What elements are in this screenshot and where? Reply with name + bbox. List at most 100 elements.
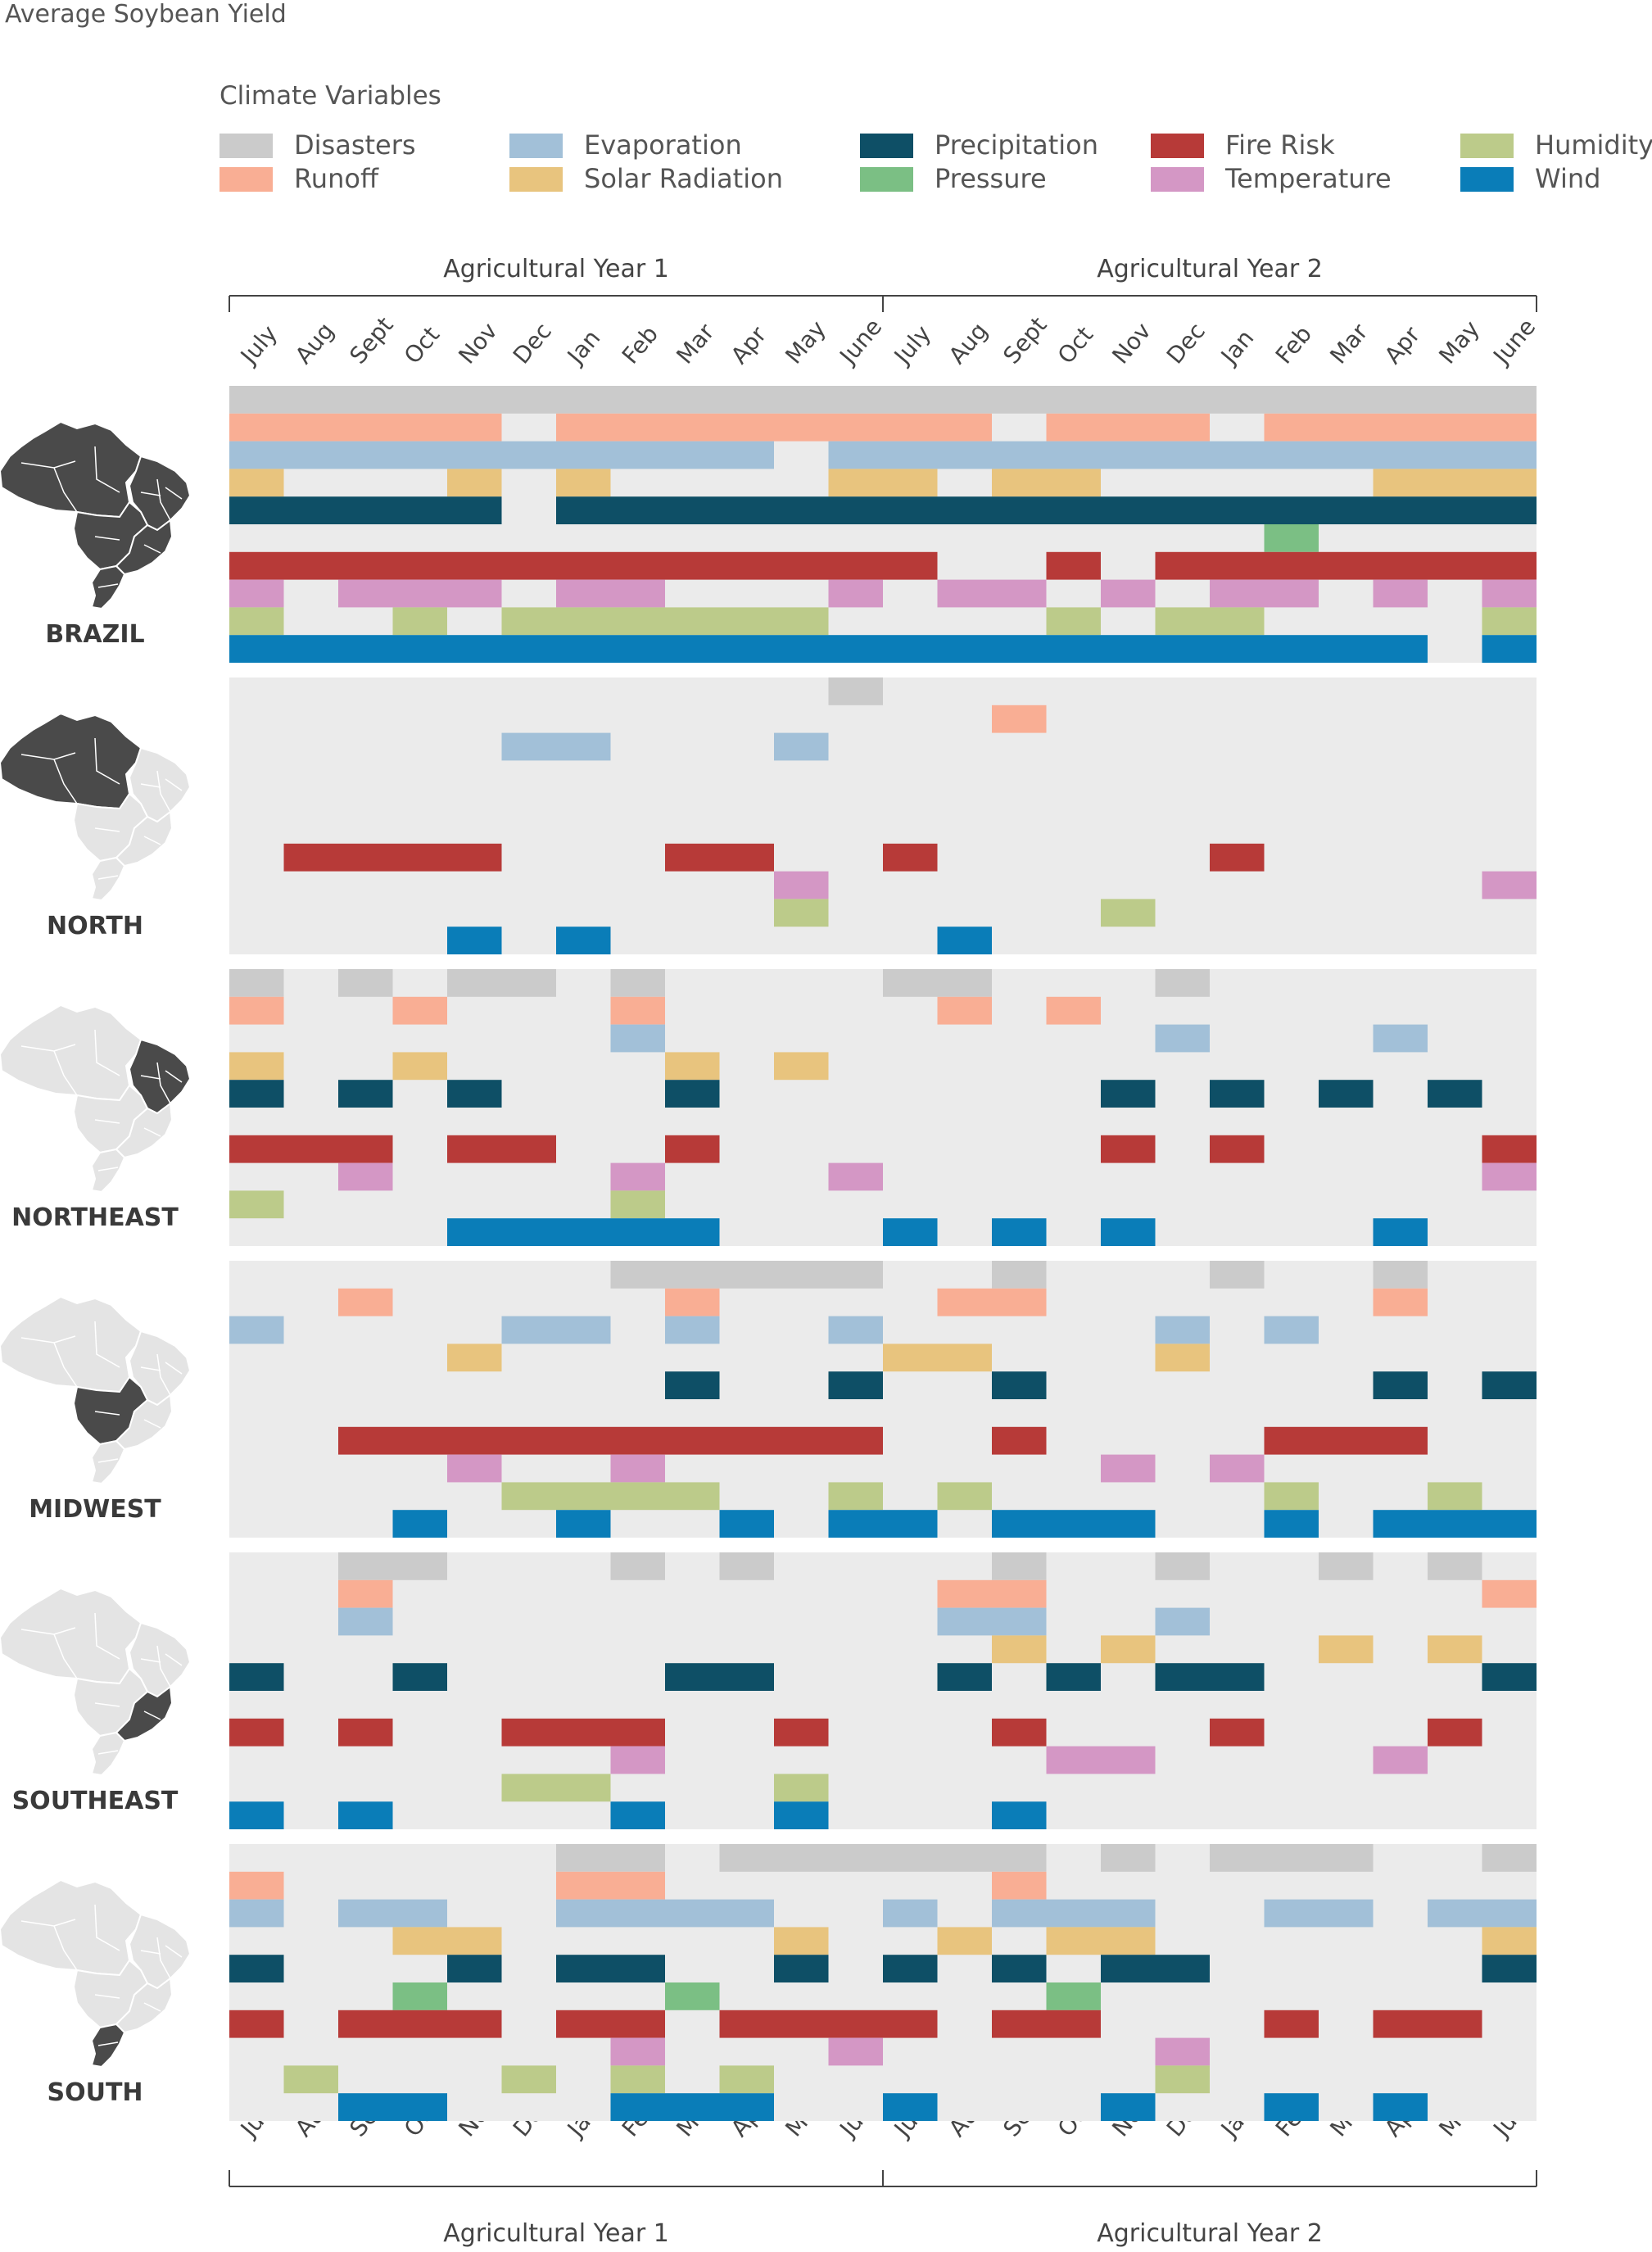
legend: Disasters Evaporation Precipitation Fire Ri… [220, 129, 1652, 194]
cell-disasters [338, 1552, 447, 1580]
month-label: Feb [1270, 320, 1317, 369]
state-border [94, 1702, 120, 1707]
cell-fire-risk [1210, 843, 1265, 872]
cell-solar-radiation [992, 1635, 1047, 1664]
state-border [97, 875, 119, 880]
cell-wind [1373, 1218, 1428, 1246]
month-label: Aug [944, 317, 993, 369]
legend-label: Fire Risk [1225, 129, 1335, 161]
state-border [94, 1321, 120, 1368]
cell-temperature [610, 1454, 665, 1483]
map-southeast [0, 1587, 192, 1777]
cell-disasters [1319, 1552, 1374, 1580]
panel-brazil [229, 386, 1537, 663]
cell-wind [1101, 2093, 1156, 2121]
cell-temperature [1482, 871, 1537, 899]
cell-wind [1373, 2093, 1428, 2121]
cell-wind [447, 1218, 720, 1246]
cell-precipitation [229, 1080, 284, 1108]
cell-wind [1264, 2093, 1319, 2121]
cell-humidity [610, 1190, 665, 1219]
month-label: Mar [671, 318, 720, 369]
legend-swatch [1151, 134, 1204, 158]
state-border [97, 1167, 119, 1171]
state-region-southeast [115, 1393, 174, 1451]
cell-disasters [992, 1261, 1047, 1289]
cell-temperature [1210, 1454, 1265, 1483]
month-label: Apr [726, 321, 772, 369]
legend-item: Wind [1460, 163, 1600, 194]
cell-fire-risk [556, 2010, 665, 2038]
cell-wind [828, 1510, 938, 1538]
cell-disasters [1210, 1844, 1374, 1872]
panel-north [229, 677, 1537, 954]
cell-fire-risk [1428, 1718, 1482, 1747]
cell-humidity [1101, 899, 1156, 927]
region-label: BRAZIL [45, 620, 144, 649]
legend-swatch [220, 134, 273, 158]
legend-item: Temperature [1151, 163, 1392, 194]
legend-item: Runoff [220, 163, 379, 194]
cell-solar-radiation [774, 1927, 829, 1955]
cell-temperature [1046, 1746, 1156, 1774]
state-region-southeast [115, 1685, 174, 1742]
cell-disasters [229, 969, 284, 997]
cell-pressure [392, 1982, 447, 2010]
cell-wind [937, 927, 992, 954]
cell-wind [229, 635, 1428, 663]
cell-temperature [1210, 579, 1319, 608]
month-label: May [1433, 315, 1484, 369]
cell-temperature [610, 1162, 665, 1191]
region-label: SOUTH [47, 2078, 143, 2107]
cell-evaporation [1155, 1607, 1210, 1636]
cell-precipitation [1373, 1371, 1428, 1399]
cell-wind [883, 2093, 938, 2121]
cell-runoff [937, 1288, 1047, 1316]
cell-temperature [828, 1162, 883, 1191]
cell-precipitation [1428, 1080, 1482, 1108]
state-border [140, 1950, 161, 1955]
cell-fire-risk [283, 843, 502, 872]
legend-swatch [509, 167, 563, 192]
state-border [53, 1342, 78, 1388]
cell-runoff [992, 705, 1047, 733]
cell-humidity [1482, 607, 1537, 636]
cell-precipitation [1482, 1371, 1537, 1399]
month-label: June [1487, 314, 1541, 370]
cell-precipitation [447, 1955, 502, 1982]
legend-item: Humidity [1460, 129, 1652, 161]
cell-temperature [447, 1454, 502, 1483]
cell-precipitation [229, 1955, 284, 1982]
year-label: Agricultural Year 1 [443, 2219, 669, 2248]
cell-disasters [610, 1261, 883, 1289]
state-border [156, 478, 171, 521]
state-border [140, 783, 161, 788]
cell-humidity [774, 1774, 829, 1802]
region-panels [229, 386, 1537, 2121]
cell-evaporation [610, 1024, 665, 1053]
cell-runoff [610, 996, 665, 1025]
month-label: Jan [561, 324, 605, 370]
cell-evaporation [338, 1607, 393, 1636]
cell-fire-risk [501, 1718, 665, 1747]
cell-precipitation [1046, 1663, 1101, 1691]
cell-disasters [1101, 1844, 1156, 1872]
state-border [94, 1994, 120, 1999]
cell-precipitation [883, 1955, 938, 1982]
legend-swatch [1460, 134, 1514, 158]
cell-wind [1264, 1510, 1319, 1538]
month-label: Apr [1379, 321, 1426, 369]
state-border [53, 1050, 78, 1096]
cell-evaporation [1428, 1899, 1537, 1928]
legend-item: Evaporation [509, 129, 742, 161]
year-label: Agricultural Year 2 [1097, 2219, 1323, 2248]
cell-humidity [1155, 2065, 1210, 2094]
cell-disasters [1210, 1261, 1265, 1289]
cell-solar-radiation [1319, 1635, 1374, 1664]
cell-fire-risk [1264, 2010, 1319, 2038]
cell-fire-risk [229, 2010, 284, 2038]
legend-swatch [860, 167, 913, 192]
cell-humidity [1155, 607, 1265, 636]
cell-solar-radiation [883, 1343, 992, 1372]
cell-humidity [283, 2065, 338, 2094]
